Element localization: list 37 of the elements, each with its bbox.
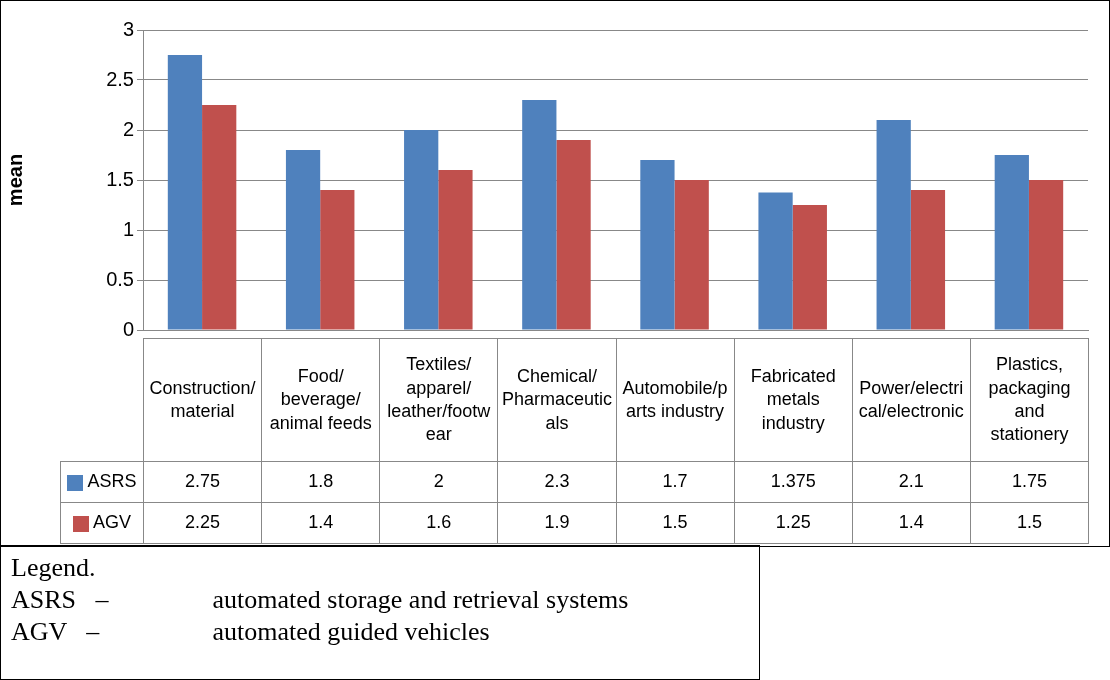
text: Legend. bbox=[11, 552, 97, 584]
data-label: 2.3 bbox=[497, 461, 616, 503]
data-label: 1.25 bbox=[734, 502, 853, 544]
data-label: 1.5 bbox=[970, 502, 1089, 544]
data-label: 2 bbox=[379, 461, 498, 503]
y-tick-label: 1 bbox=[122, 217, 134, 240]
y-tick-label: 3 bbox=[122, 17, 134, 40]
x-tick-label: Automobile/parts industry bbox=[616, 338, 735, 462]
x-tick-label: Food/ beverage/ animal feeds bbox=[261, 338, 380, 462]
data-label: 1.5 bbox=[616, 502, 735, 544]
y-tick-label: 0 bbox=[122, 317, 134, 340]
data-label: 1.375 bbox=[734, 461, 853, 503]
data-label: 2.1 bbox=[852, 461, 971, 503]
data-label: 1.4 bbox=[852, 502, 971, 544]
x-tick-label: Chemical/ Pharmaceuticals bbox=[497, 338, 616, 462]
data-label: 2.75 bbox=[143, 461, 262, 503]
y-tick-label: 0.5 bbox=[106, 267, 134, 290]
y-tick-label: 1.5 bbox=[106, 167, 134, 190]
x-tick-label: Construction/ material bbox=[143, 338, 262, 462]
text: ASRS – automated storage and retrieval systems bbox=[11, 585, 629, 614]
data-label: 1.7 bbox=[616, 461, 735, 503]
legend-label: ASRS bbox=[60, 461, 144, 503]
x-tick-label: Power/electrical/electronic bbox=[852, 338, 971, 462]
y-tick-label: 2.5 bbox=[106, 67, 134, 90]
y-axis-title: mean bbox=[3, 153, 26, 207]
y-tick-label: 2 bbox=[122, 117, 134, 140]
data-label: 1.8 bbox=[261, 461, 380, 503]
x-tick-label: Plastics, packaging and stationery bbox=[970, 338, 1089, 462]
data-label: 2.25 bbox=[143, 502, 262, 544]
data-label: 1.9 bbox=[497, 502, 616, 544]
x-tick-label: Fabricated metals industry bbox=[734, 338, 853, 462]
text: AGV – automated guided vehicles bbox=[11, 617, 490, 646]
data-label: 1.6 bbox=[379, 502, 498, 544]
legend-label: AGV bbox=[60, 502, 144, 544]
data-label: 1.75 bbox=[970, 461, 1089, 503]
data-label: 1.4 bbox=[261, 502, 380, 544]
x-tick-label: Textiles/ apparel/ leather/footwear bbox=[379, 338, 498, 462]
